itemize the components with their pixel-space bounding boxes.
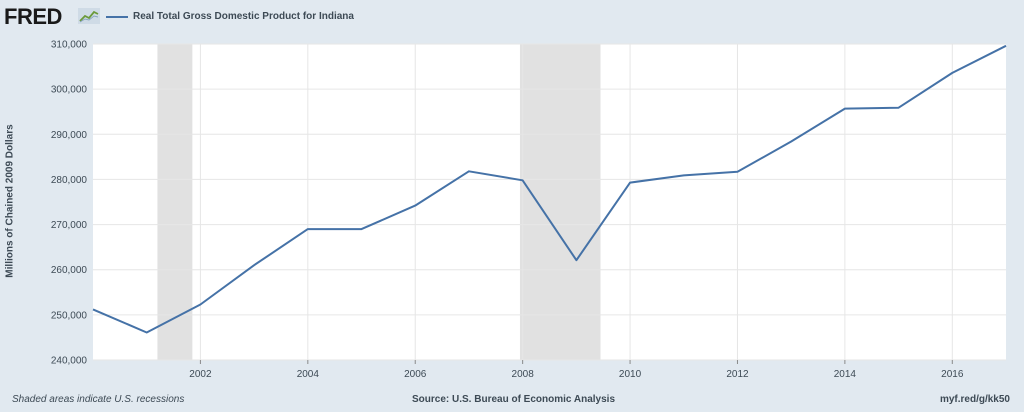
chart-trend-icon — [78, 8, 100, 24]
short-link[interactable]: myf.red/g/kk50 — [939, 394, 1010, 405]
chart-footer: Shaded areas indicate U.S. recessions So… — [0, 394, 1024, 410]
x-tick-label: 2016 — [941, 369, 964, 380]
x-tick-label: 2014 — [834, 369, 857, 380]
x-tick-label: 2010 — [619, 369, 642, 380]
x-tick-label: 2002 — [189, 369, 212, 380]
y-tick-label: 280,000 — [51, 175, 88, 186]
legend-line-swatch — [106, 15, 128, 18]
line-chart: 240,000 250,000 260,000 270,000 280,000 290,0… — [51, 40, 1007, 380]
y-tick-label: 310,000 — [51, 40, 88, 51]
recession-band — [157, 44, 193, 360]
fred-logo[interactable]: FRED — [4, 4, 62, 29]
x-tick-label: 2006 — [404, 369, 427, 380]
legend[interactable]: Real Total Gross Domestic Product for In… — [106, 11, 354, 22]
source-text: Source: U.S. Bureau of Economic Analysis — [412, 394, 616, 405]
x-tick-label: 2004 — [297, 369, 320, 380]
series-line — [92, 44, 1007, 334]
x-tick-label: 2012 — [726, 369, 749, 380]
y-tick-label: 240,000 — [51, 356, 88, 367]
y-tick-label: 250,000 — [51, 310, 88, 321]
recession-band — [519, 44, 601, 360]
y-tick-label: 270,000 — [51, 220, 88, 231]
chart-header: FRED Real Total Gross Domestic Product f… — [0, 0, 1024, 36]
legend-label: Real Total Gross Domestic Product for In… — [133, 11, 354, 22]
x-tick-label: 2008 — [512, 369, 535, 380]
recession-note: Shaded areas indicate U.S. recessions — [12, 394, 185, 405]
y-tick-label: 300,000 — [51, 85, 88, 96]
y-tick-label: 260,000 — [51, 265, 88, 276]
y-tick-label: 290,000 — [51, 130, 88, 141]
